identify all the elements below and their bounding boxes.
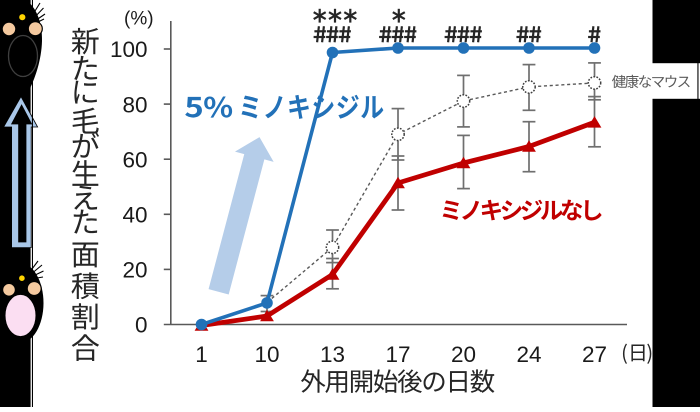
svg-text:20: 20 [122,258,147,283]
svg-text:40: 40 [122,203,147,228]
svg-text:80: 80 [122,92,147,117]
svg-text:24: 24 [516,342,541,367]
svg-text:20: 20 [451,342,476,367]
svg-text:1: 1 [195,342,208,367]
svg-text:13: 13 [320,342,345,367]
svg-text:100: 100 [110,37,148,62]
svg-text:0: 0 [135,313,148,338]
svg-text:(%): (%) [124,9,154,30]
svg-text:60: 60 [122,147,147,172]
svg-text:10: 10 [254,342,279,367]
svg-text:17: 17 [385,342,410,367]
svg-text:27: 27 [582,342,607,367]
